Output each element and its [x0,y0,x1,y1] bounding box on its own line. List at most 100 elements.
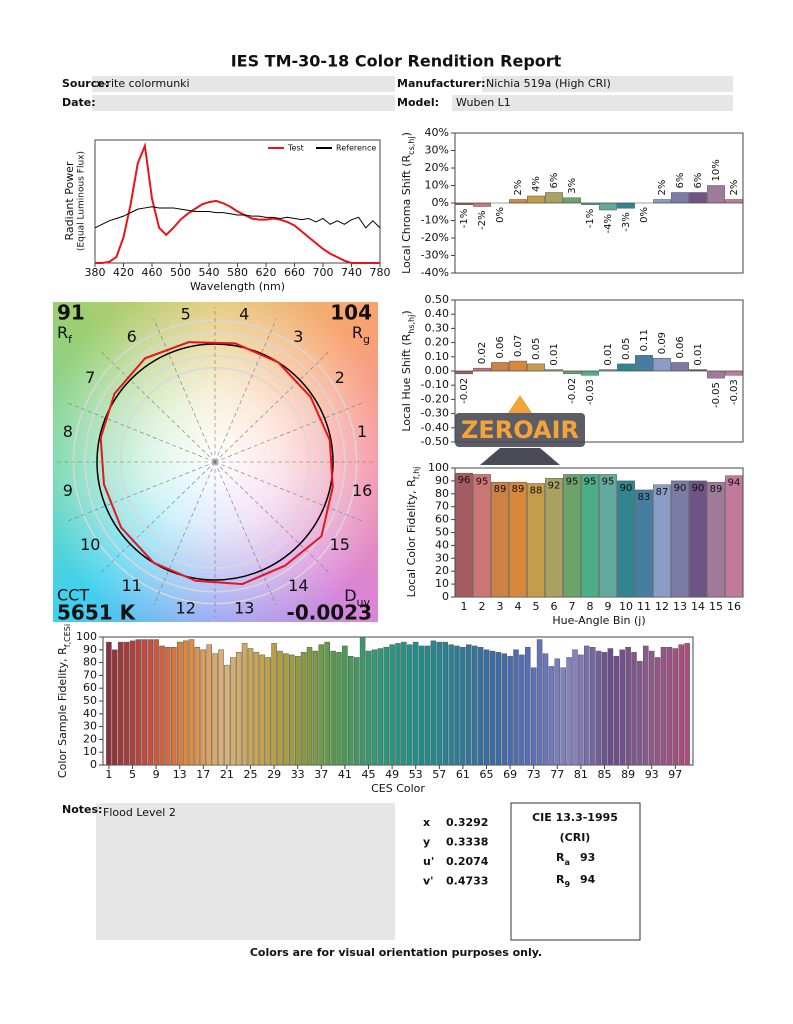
y-tick-label: 70 [435,500,449,513]
x-axis-label: Hue-Angle Bin (j) [552,614,645,627]
x-tick-label: 5 [533,600,540,613]
cri-index-label: R9 [556,873,570,889]
y-axis-label: (Equal Luminous Flux) [77,151,87,251]
bar [312,650,319,766]
colorimetry-label: v' [423,875,434,888]
bar [560,667,566,766]
subscript: 9 [564,880,570,889]
bar [617,480,635,598]
x-tick-label: 25 [244,768,258,781]
bar [318,644,325,766]
y-tick-label: 0.50 [425,293,450,306]
x-tick-label: 16 [727,600,741,613]
bar [265,657,271,766]
cri-subtitle: (CRI) [560,831,591,844]
bar [165,646,171,766]
x-axis-label: CES Color [371,782,425,795]
bar [117,641,124,766]
bar [300,652,307,766]
bar [613,655,620,766]
x-tick-label: 7 [569,600,576,613]
bar [660,646,667,766]
y-tick-label: 90 [435,474,449,487]
value-label: 96 [458,475,471,486]
test-polygon [99,341,334,586]
x-tick-label: 620 [256,266,277,279]
field-box [92,76,395,92]
x-tick-label: 15 [709,600,723,613]
bar [241,643,248,766]
bar [530,667,537,766]
value-label: -1% [585,209,596,228]
field-label: Date: [62,96,96,109]
x-tick-label: 10 [619,600,633,613]
rf-label: Rf [57,323,73,346]
bar [401,641,407,766]
x-tick-label: 1 [461,600,468,613]
value-label: 94 [728,478,741,489]
text-part: Local Color Fidelity, R [405,479,418,597]
bar [519,654,525,766]
bar [689,480,707,598]
bin-label: 8 [63,422,73,441]
cri-index-value: 93 [580,851,595,864]
bar [200,649,207,766]
colorimetry-value: 0.2074 [446,855,489,868]
y-tick-label: 0.20 [425,336,450,349]
field-box [452,95,733,111]
x-tick-label: 5 [129,768,136,781]
x-tick-label: 81 [574,768,588,781]
subscript: hs,hj [407,315,416,334]
bar [424,645,431,766]
bar [607,648,614,766]
x-tick-label: 41 [338,768,352,781]
report-title: IES TM-30-18 Color Rendition Report [231,52,562,71]
value-label: 90 [692,483,705,494]
value-label: 0.05 [621,338,632,360]
bar [643,645,649,766]
y-tick-label: 20 [83,732,97,745]
y-tick-label: 0.40 [425,307,450,320]
y-tick-label: 90 [83,643,97,656]
series-line [94,206,381,229]
bar [509,360,527,372]
duv-value: -0.0023 [287,601,372,625]
text-part: R [352,323,363,342]
y-axis-label: Local Color Fidelity, Rf,hj [405,467,421,598]
field-value: Nichia 519a (High CRI) [486,77,611,90]
bar [306,646,313,766]
value-label: -2% [477,211,488,230]
bar [477,646,484,766]
bar [566,657,572,766]
bin-label: 6 [127,327,137,346]
x-tick-label: 93 [645,768,659,781]
bin-divider [153,461,216,606]
value-label: 2% [729,180,740,196]
value-label: 89 [512,484,525,495]
value-label: 95 [476,476,489,487]
y-tick-label: 0.00 [425,364,450,377]
bar [230,657,236,766]
bar [548,666,555,766]
bar [330,650,336,766]
bar [509,199,527,204]
x-tick-label: 12 [655,600,669,613]
reference-circle [96,343,334,581]
bar [153,639,159,766]
x-tick-label: 13 [173,768,187,781]
y-tick-label: 60 [83,681,97,694]
x-tick-label: 420 [113,266,134,279]
bar [631,652,637,766]
bar [617,363,635,372]
value-label: 0.01 [549,343,560,365]
bar [595,650,602,766]
bar [473,202,491,207]
x-tick-label: 33 [291,768,305,781]
bin-divider [101,461,216,572]
y-tick-label: -0.50 [421,435,449,448]
y-tick-label: 80 [83,656,97,669]
bar [289,654,295,766]
x-tick-label: 69 [503,768,517,781]
y-tick-label: 70 [83,668,97,681]
bin-label: 1 [357,422,367,441]
